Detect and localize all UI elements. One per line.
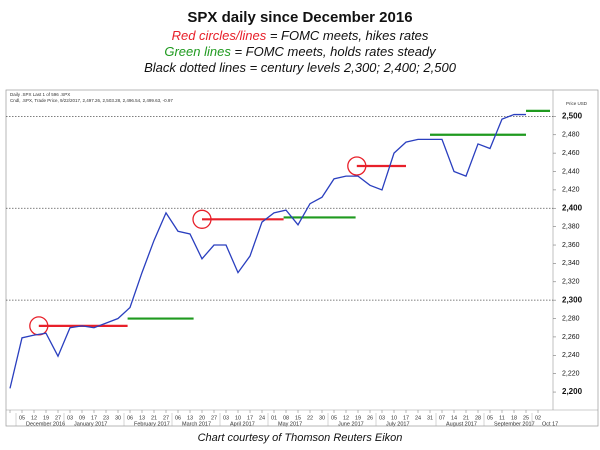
x-tick-label: 19 [355,415,361,421]
subtitle: Green lines = FOMC meets, holds rates st… [164,44,437,59]
x-tick-label: 13 [139,415,145,421]
x-tick-label: 01 [271,415,277,421]
x-tick-label: 30 [319,415,325,421]
x-tick-label: 02 [535,415,541,421]
month-label: March 2017 [182,421,211,427]
y-tick-label: 2,260 [562,334,580,341]
x-tick-label: 28 [475,415,481,421]
chart-frame [5,89,599,427]
y-tick-label: 2,200 [562,387,583,396]
x-tick-label: 12 [343,415,349,421]
x-tick-label: 03 [67,415,73,421]
x-tick-label: 13 [187,415,193,421]
x-tick-label: 27 [163,415,169,421]
month-label: January 2017 [74,421,107,427]
x-tick-label: 14 [451,415,457,421]
subtitle-text: = FOMC meets, holds rates steady [231,44,437,59]
y-tick-label: 2,420 [562,187,580,194]
x-tick-label: 06 [175,415,181,421]
x-tick-label: 22 [307,415,313,421]
month-label: July 2017 [386,421,410,427]
info-line: Daily .SPX Last 1 of 596 .SPX [10,92,70,97]
x-tick-label: 05 [19,415,25,421]
fomc-circle [192,209,212,229]
y-tick-label: 2,360 [562,242,580,249]
x-tick-label: 23 [103,415,109,421]
y-tick-label: 2,400 [562,203,583,212]
subtitle-key: Black dotted lines [144,60,246,75]
x-tick-label: 18 [511,415,517,421]
info-line: Cndl, .SPX, Trade Price, 9/22/2017, 2,49… [10,98,173,103]
y-tick-label: 2,240 [562,352,580,359]
month-label: August 2017 [446,421,477,427]
month-label: Oct 17 [542,421,558,427]
month-label: December 2016 [26,421,65,427]
month-label: May 2017 [278,421,302,427]
x-tick-label: 07 [439,415,445,421]
x-tick-label: 21 [463,415,469,421]
y-tick-label: 2,460 [562,150,580,157]
y-tick-label: 2,340 [562,260,580,267]
x-tick-label: 25 [523,415,529,421]
x-tick-label: 03 [379,415,385,421]
subtitle: Black dotted lines = century levels 2,30… [144,60,457,75]
x-tick-label: 10 [235,415,241,421]
x-tick-label: 31 [427,415,433,421]
x-tick-label: 08 [283,415,289,421]
x-tick-label: 19 [43,415,49,421]
subtitle-text: = FOMC meets, hikes rates [266,28,429,43]
y-tick-label: 2,380 [562,223,580,230]
x-tick-label: 17 [403,415,409,421]
y-tick-label: 2,220 [562,371,580,378]
x-tick-label: 21 [151,415,157,421]
x-tick-label: 11 [499,415,505,421]
credit: Chart courtesy of Thomson Reuters Eikon [198,432,403,444]
fomc-circle [347,156,367,176]
y-tick-label: 2,280 [562,315,580,322]
x-tick-label: 27 [211,415,217,421]
x-tick-label: 10 [391,415,397,421]
y-tick-label: 2,480 [562,132,580,139]
x-tick-label: 09 [79,415,85,421]
subtitle: Red circles/lines = FOMC meets, hikes ra… [172,28,429,43]
month-label: September 2017 [494,421,535,427]
month-label: February 2017 [134,421,170,427]
x-tick-label: 27 [55,415,61,421]
x-tick-label: 20 [199,415,205,421]
y-axis-label: Price USD [566,101,588,106]
x-tick-label: 05 [331,415,337,421]
x-tick-label: 05 [487,415,493,421]
subtitle-key: Red circles/lines [172,28,267,43]
x-tick-label: 24 [415,415,421,421]
x-tick-label: 30 [115,415,121,421]
x-tick-label: 24 [259,415,265,421]
chart-title: SPX daily since December 2016 [187,9,412,26]
month-label: April 2017 [230,421,255,427]
y-tick-label: 2,320 [562,279,580,286]
x-tick-label: 17 [247,415,253,421]
x-tick-label: 12 [31,415,37,421]
x-tick-label: 17 [91,415,97,421]
subtitle-key: Green lines [164,44,231,59]
y-tick-label: 2,300 [562,295,583,304]
y-tick-label: 2,440 [562,168,580,175]
x-tick-label: 06 [127,415,133,421]
subtitle-text: = century levels 2,300; 2,400; 2,500 [246,60,457,75]
x-tick-label: 03 [223,415,229,421]
y-tick-label: 2,500 [562,111,583,120]
price-line [9,113,526,389]
x-tick-label: 15 [295,415,301,421]
month-label: June 2017 [338,421,364,427]
x-tick-label: 26 [367,415,373,421]
